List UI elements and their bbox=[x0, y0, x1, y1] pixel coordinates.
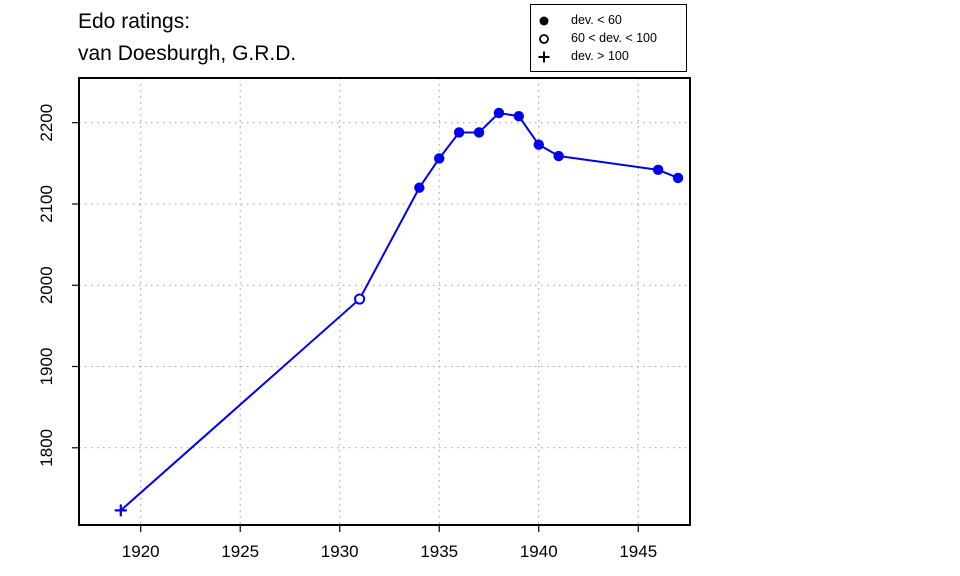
data-point-filled bbox=[533, 139, 544, 150]
data-point-filled bbox=[473, 127, 485, 138]
data-point-filled bbox=[672, 172, 684, 184]
legend-item-filled-circle: dev. < 60 bbox=[531, 12, 686, 30]
y-tick-label: 2000 bbox=[37, 266, 56, 304]
y-tick-label: 1800 bbox=[37, 429, 56, 467]
filled-circle-icon bbox=[539, 16, 549, 26]
x-tick-label: 1940 bbox=[520, 542, 558, 561]
chart-title-line-2: van Doesburgh, G.R.D. bbox=[78, 42, 297, 65]
series-layer bbox=[114, 107, 684, 517]
open-circle-icon bbox=[539, 34, 549, 44]
legend-item-open-circle: 60 < dev. < 100 bbox=[531, 30, 686, 48]
data-point-plus bbox=[114, 504, 127, 517]
y-axis: 1800 1900 2000 2100 2200 bbox=[37, 104, 79, 467]
y-tick-label: 2100 bbox=[37, 185, 56, 223]
data-point-filled bbox=[434, 153, 445, 164]
data-point-filled bbox=[453, 127, 465, 138]
legend-label: 60 < dev. < 100 bbox=[571, 31, 657, 45]
x-axis: 1920 1925 1930 1935 1940 1945 bbox=[122, 525, 657, 561]
y-tick-label: 2200 bbox=[37, 104, 56, 142]
x-tick-label: 1945 bbox=[619, 542, 657, 561]
grid-lines bbox=[79, 78, 690, 525]
x-tick-label: 1925 bbox=[221, 542, 259, 561]
data-point-filled bbox=[652, 164, 664, 176]
x-tick-label: 1930 bbox=[321, 542, 359, 561]
legend-label: dev. < 60 bbox=[571, 13, 622, 27]
plot-frame bbox=[78, 77, 691, 526]
data-point-filled bbox=[553, 150, 564, 162]
series-line bbox=[120, 111, 679, 512]
legend-item-plus: dev. > 100 bbox=[531, 48, 686, 66]
data-point-open bbox=[354, 293, 366, 305]
plus-icon bbox=[538, 51, 550, 63]
x-tick-label: 1935 bbox=[420, 542, 458, 561]
data-point-filled bbox=[414, 182, 425, 193]
data-point-filled bbox=[513, 110, 525, 122]
x-tick-label: 1920 bbox=[122, 542, 160, 561]
chart-title-line-1: Edo ratings: bbox=[78, 10, 191, 33]
data-point-filled bbox=[493, 107, 505, 119]
legend: dev. < 60 60 < dev. < 100 dev. > 100 bbox=[530, 4, 687, 72]
y-tick-label: 1900 bbox=[37, 348, 56, 386]
legend-label: dev. > 100 bbox=[571, 49, 629, 63]
